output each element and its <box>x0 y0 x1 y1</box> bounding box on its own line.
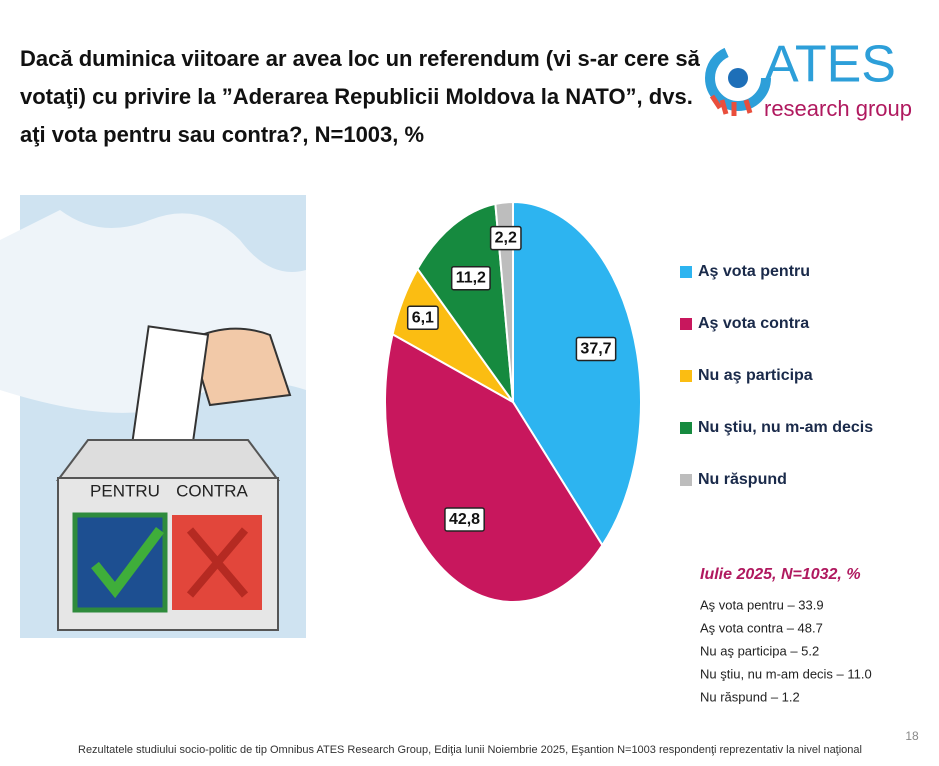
legend-label: Nu aş participa <box>698 367 813 384</box>
logo-icon <box>705 45 771 111</box>
data-label-text: 6,1 <box>412 309 434 326</box>
footer: Rezultatele studiului socio-politic de t… <box>78 744 862 756</box>
data-label: 2,2 <box>489 225 522 251</box>
comparison-item: Nu răspund – 1.2 <box>700 689 800 704</box>
data-label-text: 11,2 <box>456 270 486 287</box>
check <box>91 527 164 599</box>
comparison-item: Aş vota contra – 48.7 <box>700 620 823 635</box>
data-label: 42,8 <box>444 507 485 532</box>
logo: ATES research group <box>705 36 912 121</box>
data-label-box <box>406 305 439 331</box>
pie-slice <box>416 202 515 406</box>
data-label-box <box>444 507 485 532</box>
legend-swatch <box>680 266 692 278</box>
comparison-title: Iulie 2025, N=1032, % <box>700 566 861 583</box>
pie-slice <box>494 200 514 403</box>
comparison-item: Nu ştiu, nu m-am decis – 11.0 <box>700 666 872 681</box>
illustration: PENTRU CONTRA <box>0 195 306 638</box>
page-number: 18 <box>905 729 919 743</box>
data-label-box <box>575 336 617 362</box>
logo-subtitle: research group <box>764 96 912 121</box>
data-label-box <box>489 225 522 251</box>
legend-swatch <box>680 474 692 486</box>
pie-slice <box>512 200 642 548</box>
logo-name: ATES <box>764 36 896 94</box>
logo-icon <box>728 68 748 88</box>
comparison: Iulie 2025, N=1032, % Aş vota pentru – 3… <box>700 566 872 704</box>
pie: 37,7 42,8 6,1 11,2 2,2 <box>384 200 642 603</box>
data-label: 11,2 <box>450 265 491 291</box>
data-label-text: 42,8 <box>449 511 480 528</box>
data-label: 6,1 <box>406 305 439 331</box>
logo-icon <box>709 94 753 116</box>
legend-swatch <box>680 370 692 382</box>
title-line: Dacă duminica viitoare ar avea loc un re… <box>20 46 701 71</box>
data-label-text: 37,7 <box>580 340 611 357</box>
legend-label: Aş vota contra <box>698 315 809 332</box>
title-line: aţi vota pentru sau contra?, N=1003, % <box>20 122 424 147</box>
legend-label: Nu ştiu, nu m-am decis <box>698 419 873 436</box>
box-label: PENTRU <box>90 481 160 500</box>
legend-label: Nu răspund <box>698 471 787 488</box>
data-label-text: 2,2 <box>495 230 517 247</box>
title: Dacă duminica viitoare ar avea loc un re… <box>20 46 701 147</box>
box-label: CONTRA <box>176 481 248 500</box>
comparison-item: Nu aş participa – 5.2 <box>700 643 819 658</box>
legend: Aş vota pentru Aş vota contra Nu aş partic… <box>680 263 873 488</box>
comparison-item: Aş vota pentru – 33.9 <box>700 597 824 612</box>
legend-swatch <box>680 318 692 330</box>
pie-slice <box>384 332 604 603</box>
legend-swatch <box>680 422 692 434</box>
legend-label: Aş vota pentru <box>698 263 810 280</box>
cross <box>186 527 249 598</box>
data-label-box <box>450 265 491 291</box>
title-line: votaţi) cu privire la ”Aderarea Republic… <box>20 84 693 109</box>
nato-panel <box>72 512 168 613</box>
box-top <box>56 439 280 481</box>
data-label: 37,7 <box>575 336 617 362</box>
